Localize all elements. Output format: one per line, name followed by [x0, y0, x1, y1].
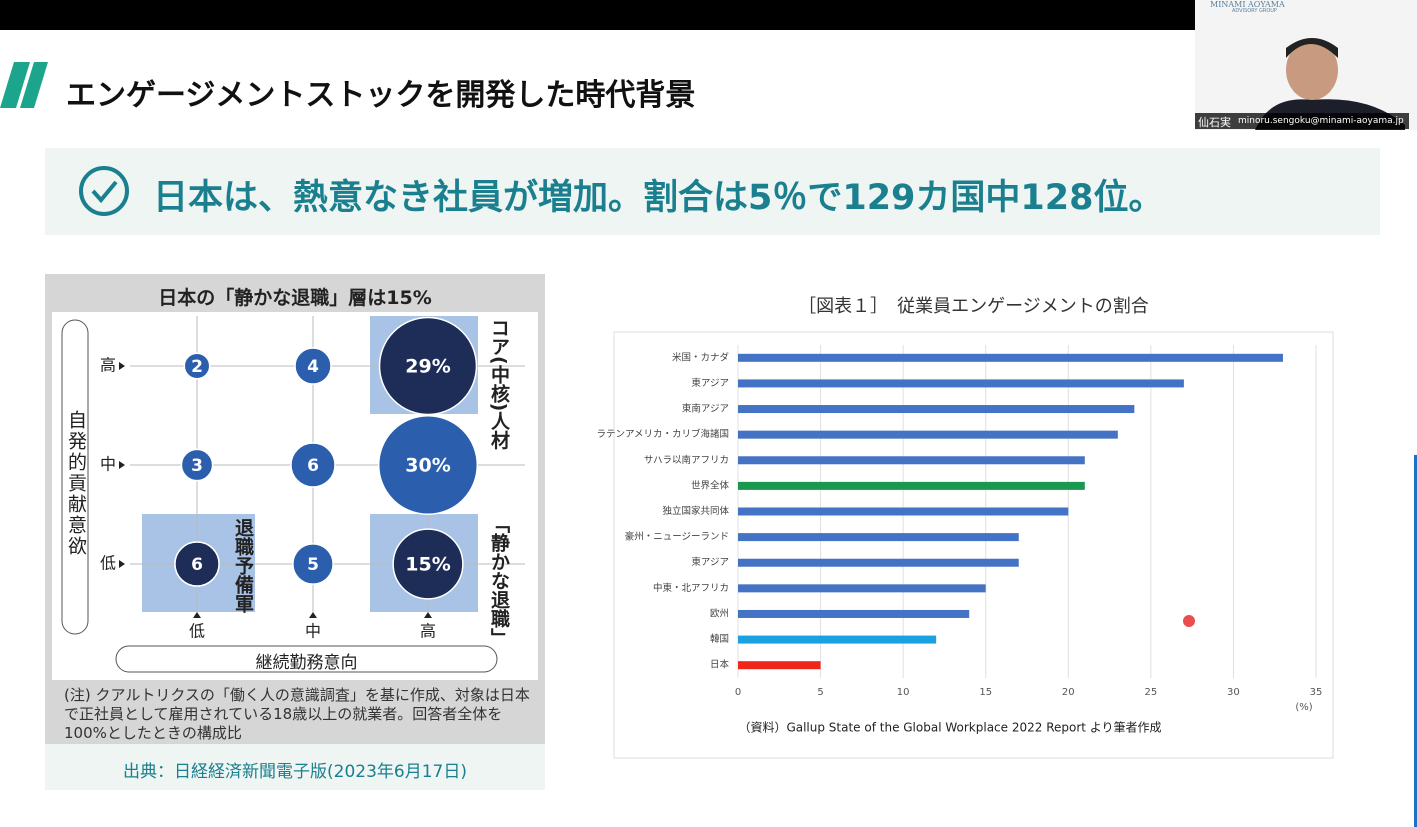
unit-label: (%) [1295, 702, 1312, 713]
category-label: 東南アジア [682, 403, 729, 415]
bubble-label: 3 [191, 456, 203, 476]
logo-slash [0, 62, 30, 108]
bubble [290, 442, 336, 488]
bubble-label: 15% [405, 554, 450, 576]
category-label: 韓国 [710, 634, 729, 645]
arrow [119, 362, 125, 370]
x-label: 継続勤務意向 [255, 653, 358, 673]
group-label: コア(中核)人材 [488, 318, 510, 450]
category-label: 東アジア [691, 556, 729, 568]
bar [738, 481, 1085, 490]
bubble-label: 4 [307, 357, 319, 377]
bar [738, 635, 937, 644]
title: エンゲージメントストックを開発した時代背景 [66, 78, 696, 113]
source: 出典：日経経済新聞電子版(2023年6月17日) [123, 762, 467, 782]
category-label: 独立国家共同体 [662, 505, 729, 517]
bubble [392, 528, 464, 600]
bar [738, 379, 1184, 388]
person [1286, 40, 1338, 100]
group-label: 「静かな退職」 [488, 514, 510, 647]
x-tick-label: 25 [1144, 687, 1157, 698]
banner-text: 日本は、熱意なき社員が増加。割合は5％で129カ国中128位。 [153, 178, 1164, 218]
source-bg [45, 744, 545, 790]
bubble-label: 29% [405, 356, 450, 378]
row-label: 高 [100, 356, 116, 375]
source-note: （資料）Gallup State of the Global Workplace… [738, 721, 1161, 735]
top-bar [0, 0, 1195, 30]
x-tick-label: 20 [1062, 687, 1075, 698]
group-label: 退職予備軍 [232, 518, 254, 613]
bar [738, 507, 1069, 516]
x-tick-label: 30 [1227, 687, 1240, 698]
category-label: 豪州・ニュージーランド [625, 531, 729, 543]
y-label-box [61, 319, 89, 635]
column-label: 低 [189, 622, 205, 641]
x-tick-label: 5 [817, 687, 823, 698]
bar [738, 353, 1283, 362]
row-label: 低 [100, 554, 116, 573]
bubble-label: 6 [307, 456, 319, 476]
arrow [309, 612, 317, 618]
y-label: 自発的貢献意欲 [65, 410, 87, 557]
caption-email: minoru.sengoku@minami-aoyama.jp [1238, 116, 1404, 126]
category-label: 中東・北アフリカ [653, 582, 729, 594]
category-label: ラテンアメリカ・カリブ海諸国 [596, 428, 729, 440]
logo: MINAMI AOYAMA [1210, 0, 1285, 9]
check-icon [79, 166, 129, 216]
x-tick-label: 15 [979, 687, 992, 698]
bar [738, 430, 1118, 439]
edge [1414, 455, 1417, 827]
bar [738, 584, 986, 593]
column-label: 中 [305, 622, 321, 641]
bubble [378, 316, 478, 416]
bubble-label: 5 [307, 555, 319, 575]
bubble [294, 347, 332, 385]
x-tick-label: 0 [735, 687, 741, 698]
chart-frame [613, 331, 1334, 759]
bar [738, 661, 821, 670]
arrow [119, 461, 125, 469]
category-label: 欧州 [710, 607, 729, 619]
column-label: 高 [420, 622, 436, 641]
banner-bg [45, 148, 1380, 235]
bubble [292, 543, 334, 585]
logo-slash [20, 62, 48, 108]
logo-sub: ADVISORY GROUP [1232, 8, 1277, 14]
x-label-box [115, 645, 498, 673]
cursor [1183, 615, 1195, 627]
bubble [180, 448, 214, 482]
bar [738, 558, 1019, 567]
note: (注) クアルトリクスの「働く人の意識調査」を基に作成、対象は日本で正社員として… [64, 686, 530, 742]
category-label: サハラ以南アフリカ [644, 454, 729, 466]
chart-title: ［図表１］ 従業員エンゲージメントの割合 [798, 296, 1149, 317]
x-tick-label: 10 [897, 687, 910, 698]
arrow [424, 612, 432, 618]
category-label: 世界全体 [691, 479, 730, 491]
check-icon [91, 180, 118, 204]
bar [738, 533, 1019, 542]
caption-bg [1195, 113, 1409, 129]
bubble [174, 541, 220, 587]
caption-name: 仙石実 [1198, 116, 1231, 129]
bubble [377, 414, 479, 516]
category-label: 米国・カナダ [672, 351, 730, 363]
row-label: 中 [100, 455, 116, 474]
arrow [193, 612, 201, 618]
bar [738, 609, 970, 618]
category-label: 東アジア [691, 377, 729, 389]
bubble-label: 2 [191, 357, 203, 377]
bubble-label: 30% [405, 455, 450, 477]
bubble-label: 6 [191, 555, 203, 575]
category-label: 日本 [710, 659, 730, 671]
arrow [119, 560, 125, 568]
bubble [183, 352, 211, 380]
x-tick-label: 35 [1310, 687, 1323, 698]
matrix-title: 日本の「静かな退職」層は15% [158, 287, 432, 309]
person [1286, 38, 1338, 58]
bar [738, 405, 1135, 414]
bar [738, 456, 1085, 465]
